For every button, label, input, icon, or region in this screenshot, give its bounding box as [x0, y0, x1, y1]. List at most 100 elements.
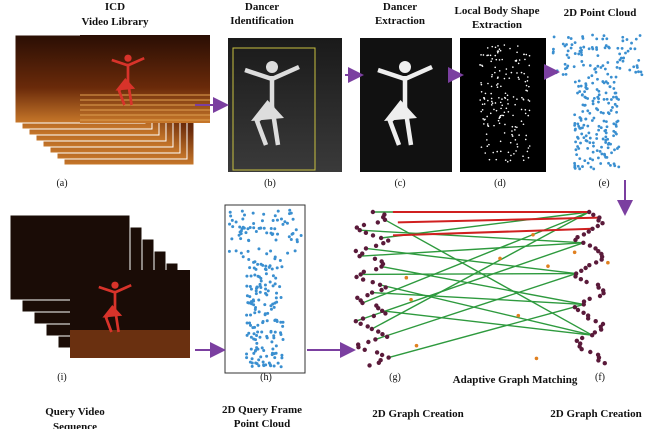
point [573, 65, 576, 68]
point [580, 85, 583, 88]
point [590, 166, 593, 169]
point [592, 141, 595, 144]
point [597, 90, 600, 93]
point [627, 50, 630, 53]
dancer-head [266, 61, 278, 73]
point [274, 255, 277, 258]
edge-dot [490, 55, 492, 57]
point [596, 65, 599, 68]
point [281, 321, 284, 324]
point [275, 344, 278, 347]
point [274, 277, 277, 280]
point [280, 265, 283, 268]
point [273, 356, 276, 359]
point [565, 43, 568, 46]
point [250, 288, 253, 291]
edge-dot [488, 144, 490, 146]
gray-frame [228, 38, 342, 172]
point [261, 321, 264, 324]
edge-dot [504, 132, 506, 134]
point [586, 125, 589, 128]
point [634, 71, 637, 74]
point [239, 231, 242, 234]
point [275, 292, 278, 295]
point [613, 148, 616, 151]
point [241, 218, 244, 221]
dancer-head [111, 282, 118, 289]
edge-dot [525, 81, 527, 83]
edge-dot [488, 125, 490, 127]
graph-node [379, 236, 383, 240]
edge-dot [504, 97, 506, 99]
point [628, 69, 631, 72]
graph-node [370, 290, 374, 294]
point [259, 286, 262, 289]
point [247, 239, 250, 242]
edge-dot [495, 47, 497, 49]
edge-dot [503, 115, 505, 117]
point [612, 134, 615, 137]
point [570, 47, 573, 50]
point [274, 319, 277, 322]
point [271, 352, 274, 355]
title: ICD [105, 1, 125, 13]
point [570, 37, 573, 40]
title: Extraction [375, 15, 425, 27]
point [610, 151, 613, 154]
point [250, 348, 253, 351]
graph-node-outlier [535, 357, 539, 361]
edge-dot [528, 86, 530, 88]
edge-dot [517, 45, 519, 47]
graph-node [367, 363, 371, 367]
edge-dot [529, 145, 531, 147]
point [273, 302, 276, 305]
edge-dot [486, 145, 488, 147]
point [585, 87, 588, 90]
point [595, 71, 598, 74]
edge-dot [485, 93, 487, 95]
graph-node-outlier [517, 314, 521, 318]
point [276, 266, 279, 269]
edge-dot [512, 66, 514, 68]
graph-node [383, 285, 387, 289]
point [597, 156, 600, 159]
point [606, 125, 609, 128]
point [564, 63, 567, 66]
point [269, 304, 272, 307]
edge-dot [500, 102, 502, 104]
title: Point Cloud [234, 418, 291, 429]
point [583, 96, 586, 99]
graph-node [362, 223, 366, 227]
point [280, 296, 283, 299]
graph-node [575, 339, 579, 343]
point [264, 363, 267, 366]
point [257, 275, 260, 278]
point [636, 64, 639, 67]
edge-dot [492, 152, 494, 154]
graph-node [371, 210, 375, 214]
edge-dot [522, 98, 524, 100]
edge-dot [526, 85, 528, 87]
title: 2D Point Cloud [564, 7, 637, 19]
edge-dot [525, 109, 527, 111]
point [231, 225, 234, 228]
point [573, 113, 576, 116]
edge-dot [526, 54, 528, 56]
point [245, 314, 248, 317]
edge-dot [505, 73, 507, 75]
edge-dot [528, 147, 530, 149]
graph-node [587, 263, 591, 267]
title: 2D Graph Creation [372, 408, 463, 420]
graph-node [584, 280, 588, 284]
point [279, 331, 282, 334]
point [579, 142, 582, 145]
edge-dot [491, 86, 493, 88]
point [288, 235, 291, 238]
graph-node [599, 257, 603, 261]
edge-dot [491, 101, 493, 103]
point [603, 81, 606, 84]
point [591, 119, 594, 122]
edge-dot [484, 152, 486, 154]
point [582, 124, 585, 127]
point [275, 238, 278, 241]
